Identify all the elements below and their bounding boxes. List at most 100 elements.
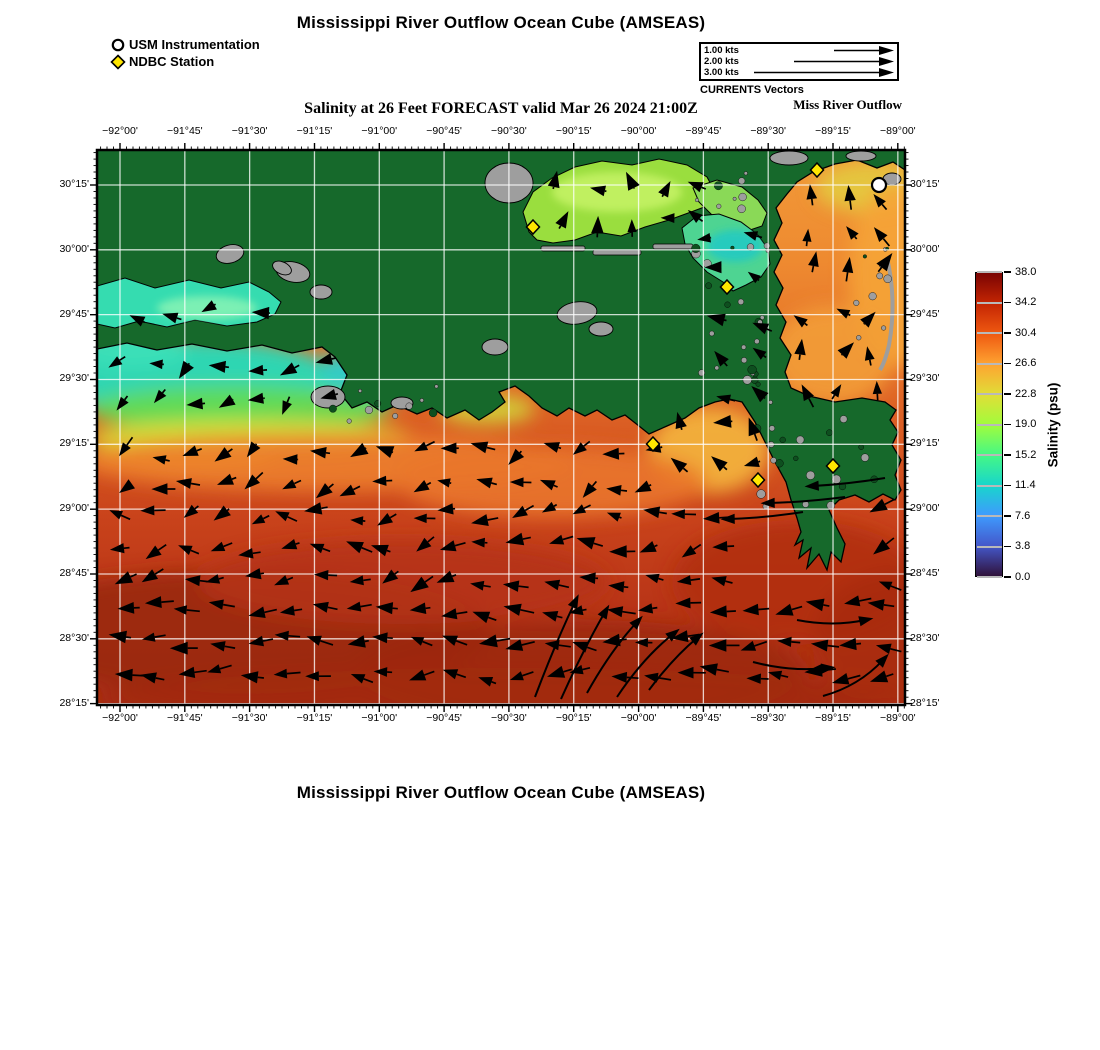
colorbar-tick [1004,545,1011,548]
lon-tick-bottom: −90°00' [620,712,657,724]
lon-tick-top: −91°45' [166,125,203,137]
lat-tick-left: 29°15' [59,437,89,450]
colorbar-tick-label: 26.6 [1015,357,1037,369]
vector-legend-row: 3.00 kts [704,67,894,78]
colorbar-gridline [976,332,1002,334]
colorbar-gridline [976,576,1002,578]
vector-legend-row: 1.00 kts [704,45,894,56]
lat-tick-right: 29°00' [910,502,940,515]
lon-tick-bottom: −91°00' [361,712,398,724]
lat-tick-right: 28°30' [910,631,940,644]
lat-tick-right: 28°15' [910,696,940,709]
colorbar-tick [1004,484,1011,487]
colorbar-tick [1004,423,1011,426]
colorbar-tick [1004,515,1011,517]
marker-legend: USM Instrumentation NDBC Station [110,36,260,70]
colorbar-tick-label: 7.6 [1015,509,1031,522]
lat-tick-right: 29°30' [910,372,940,385]
colorbar-tick [1004,332,1011,334]
usm-circle-icon [111,38,125,51]
colorbar-tick-label: 11.4 [1015,479,1036,491]
ndbc-station-marker [809,161,825,179]
colorbar-gridline [976,301,1002,304]
lon-tick-bottom: −92°00' [102,712,138,724]
lon-tick-top: −91°30' [231,125,268,137]
lon-tick-top: −92°00' [102,125,138,137]
lon-tick-top: −90°30' [491,125,527,137]
lon-tick-top: −89°00' [879,125,916,137]
graticule [97,150,905,705]
colorbar-gridline [976,545,1002,548]
colorbar-tick [1004,301,1011,304]
vector-legend-label: 1.00 kts [704,45,739,56]
colorbar-tick [1004,271,1011,273]
colorbar-tick-label: 0.0 [1015,570,1031,583]
legend-item-usm: USM Instrumentation [110,36,260,53]
lat-tick-left: 28°15' [59,696,89,709]
lon-tick-bottom: −89°00' [879,712,916,724]
lon-tick-bottom: −91°30' [231,712,268,724]
ndbc-diamond-icon [110,53,126,70]
figure-title-bottom: Mississippi River Outflow Ocean Cube (AM… [296,783,706,802]
ndbc-station-marker [719,278,735,296]
colorbar-tick [1004,576,1011,578]
lat-tick-right: 29°15' [910,437,940,450]
figure-title-top: Mississippi River Outflow Ocean Cube (AM… [296,13,706,32]
vector-legend-arrow [754,68,894,77]
lat-tick-left: 30°15' [59,178,89,190]
current-vectors-layer [108,170,902,700]
legend-item-ndbc: NDBC Station [110,53,260,70]
map-frame [95,148,907,707]
lat-tick-right: 29°45' [910,307,940,320]
lon-tick-bottom: −89°30' [750,712,787,724]
colorbar-tick-label: 34.2 [1015,296,1037,308]
colorbar-gridline [976,271,1002,273]
usm-instrument-marker [870,176,888,194]
lon-tick-bottom: −89°15' [815,712,851,724]
colorbar-tick-label: 38.0 [1015,265,1037,278]
lon-tick-top: −89°15' [815,125,851,137]
vector-legend-label: 3.00 kts [704,67,739,78]
ndbc-station-marker [825,457,841,475]
lon-tick-bottom: −91°15' [296,712,333,724]
currents-vector-caption: CURRENTS Vectors [700,84,804,96]
lon-tick-bottom: −90°45' [426,712,462,724]
lon-tick-bottom: −90°30' [491,712,527,724]
colorbar-gridline [976,423,1002,426]
region-label: Miss River Outflow [793,97,902,112]
ndbc-station-marker [645,435,661,453]
colorbar-gridline [976,484,1002,487]
colorbar-gridline [976,454,1002,456]
colorbar-tick-label: 22.8 [1015,387,1037,400]
legend-label-usm: USM Instrumentation [129,37,260,52]
lat-tick-right: 30°00' [910,242,940,255]
vector-legend-arrow [834,46,894,55]
lon-tick-top: −91°15' [296,125,333,137]
forecast-subtitle: Salinity at 26 Feet FORECAST valid Mar 2… [304,100,698,117]
lon-tick-top: −90°00' [620,125,657,137]
lon-tick-bottom: −90°15' [555,712,592,724]
colorbar-gridline [976,515,1002,517]
vector-legend-arrow [794,57,894,66]
ndbc-station-marker [750,471,766,489]
colorbar-tick-label: 19.0 [1015,418,1037,430]
colorbar-tick [1004,362,1011,365]
lon-tick-top: −89°30' [750,125,787,137]
colorbar-gridline [976,393,1002,395]
colorbar-tick-label: 15.2 [1015,448,1037,461]
lat-tick-left: 29°30' [59,372,89,385]
lon-tick-bottom: −89°45' [685,712,722,724]
lon-tick-top: −90°45' [426,125,462,137]
colorbar-axis-label: Salinity (psu) [1045,382,1061,468]
vector-legend-row: 2.00 kts [704,56,894,67]
lon-tick-top: −90°15' [555,125,592,137]
lat-tick-right: 30°15' [910,178,940,190]
lat-tick-left: 30°00' [59,242,89,255]
lat-tick-right: 28°45' [910,566,940,579]
vector-legend-label: 2.00 kts [704,56,739,67]
lat-tick-left: 29°00' [59,502,89,515]
station-markers [525,161,888,489]
salinity-map [90,143,912,712]
lat-tick-left: 28°30' [59,631,89,644]
